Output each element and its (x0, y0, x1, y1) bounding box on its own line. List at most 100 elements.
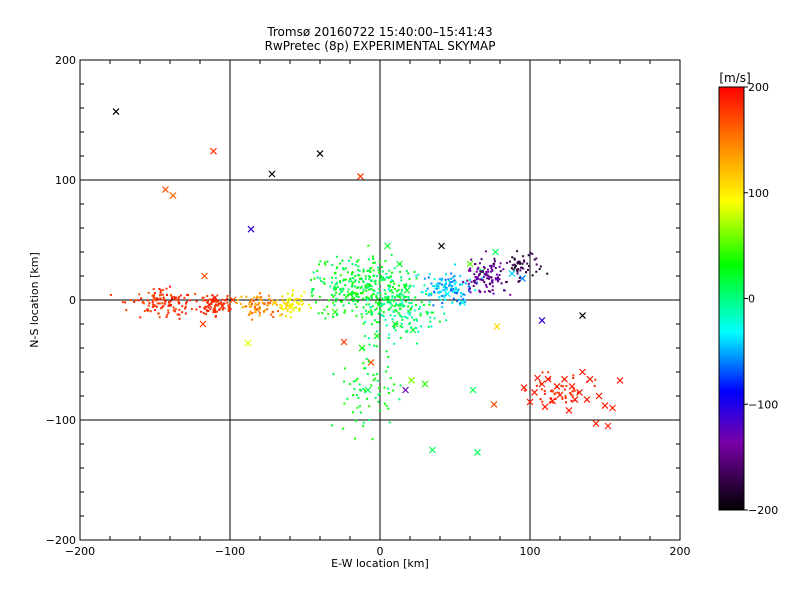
data-point-dot (494, 260, 497, 263)
data-point-dot (294, 298, 297, 301)
data-point-dot (500, 282, 503, 285)
data-point-dot (548, 377, 551, 380)
data-point-dot (393, 314, 396, 317)
data-point-dot (291, 293, 294, 296)
data-point-dot (445, 281, 448, 284)
data-point-dot (351, 277, 354, 280)
data-point-dot (498, 265, 501, 268)
data-point-dot (355, 419, 358, 422)
data-point-dot (401, 305, 404, 308)
data-point-dot (360, 278, 363, 281)
data-point-dot (489, 290, 492, 293)
data-point-dot (317, 312, 320, 315)
data-point-dot (169, 293, 172, 296)
data-point-dot (372, 269, 375, 272)
data-point-dot (159, 291, 162, 294)
data-point-x (616, 376, 624, 384)
data-point-dot (410, 302, 413, 305)
data-point-dot (350, 280, 353, 283)
data-point-dot (392, 389, 395, 392)
data-point-dot (407, 297, 410, 300)
data-point-dot (202, 312, 205, 315)
data-point-dot (430, 282, 433, 285)
data-point-dot (399, 270, 402, 273)
data-point-dot (358, 274, 361, 277)
data-point-dot (392, 324, 395, 327)
data-point-dot (453, 283, 456, 286)
data-point-dot (178, 317, 181, 320)
data-point-dot (260, 299, 263, 302)
data-point-dot (280, 313, 283, 316)
data-point-dot (362, 387, 365, 390)
data-point-dot (440, 295, 443, 298)
data-point-dot (474, 275, 477, 278)
data-point-dot (151, 294, 154, 297)
data-point-dot (384, 292, 387, 295)
data-point-dot (354, 279, 357, 282)
chart-title: Tromsø 20160722 15:40:00–15:41:43 (266, 25, 492, 39)
data-point-dot (375, 345, 378, 348)
data-point-dot (415, 319, 418, 322)
data-point-dot (256, 295, 259, 298)
data-point-dot (295, 301, 298, 304)
data-point-dot (162, 289, 165, 292)
colorbar-ticks: 200 100 0 −100 −200 (744, 81, 778, 517)
data-point-dot (398, 398, 401, 401)
data-point-dot (356, 268, 359, 271)
data-point-dot (399, 298, 402, 301)
data-point-dot (354, 437, 357, 440)
data-point-dot (377, 304, 380, 307)
data-point-dot (433, 317, 436, 320)
data-point-dot (554, 392, 557, 395)
data-point-dot (251, 318, 254, 321)
data-point-dot (378, 279, 381, 282)
data-point-dot (358, 277, 361, 280)
data-point-dot (513, 257, 516, 260)
data-point-dot (406, 317, 409, 320)
data-point-dot (154, 309, 157, 312)
data-point-dot (334, 271, 337, 274)
data-point-dot (292, 309, 295, 312)
data-point-dot (409, 308, 412, 311)
data-point-dot (499, 262, 502, 265)
data-point-dot (270, 299, 273, 302)
data-point-dot (415, 277, 418, 280)
data-point-dot (415, 318, 418, 321)
data-point-dot (404, 296, 407, 299)
data-point-dot (399, 384, 402, 387)
data-point-dot (378, 282, 381, 285)
data-point-dot (255, 308, 258, 311)
data-point-dot (375, 330, 378, 333)
data-point-dot (216, 304, 219, 307)
data-point-dot (452, 276, 455, 279)
data-point-dot (351, 285, 354, 288)
data-point-dot (367, 274, 370, 277)
data-point-dot (296, 298, 299, 301)
data-point-dot (429, 320, 432, 323)
data-point-dot (594, 378, 597, 381)
data-point-dot (552, 401, 555, 404)
data-point-dot (433, 278, 436, 281)
data-point-dot (372, 373, 375, 376)
data-point-dot (326, 305, 329, 308)
data-point-dot (389, 376, 392, 379)
data-point-dot (411, 305, 414, 308)
data-point-dot (181, 305, 184, 308)
x-axis-label: E-W location [km] (331, 557, 429, 570)
data-point-dot (443, 296, 446, 299)
data-point-dot (158, 287, 161, 290)
data-point-dot (453, 289, 456, 292)
data-point-dot (405, 269, 408, 272)
data-point-dot (407, 312, 410, 315)
data-point-dot (387, 308, 390, 311)
data-point-dot (313, 277, 316, 280)
data-point-dot (255, 297, 258, 300)
data-point-dot (442, 289, 445, 292)
data-point-dot (485, 272, 488, 275)
data-point-dot (473, 281, 476, 284)
data-point-dot (417, 273, 420, 276)
data-point-dot (138, 293, 141, 296)
data-point-dot (478, 262, 481, 265)
data-point-dot (284, 302, 287, 305)
data-point-dot (378, 305, 381, 308)
